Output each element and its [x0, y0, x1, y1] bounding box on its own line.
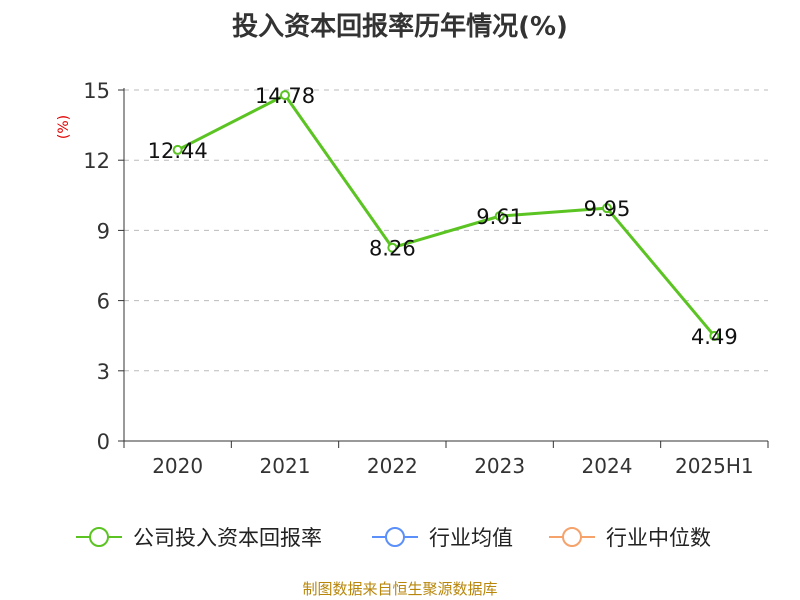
legend-marker: [385, 527, 405, 547]
data-point: [494, 211, 505, 222]
data-point: [280, 90, 290, 101]
legend-label: 行业中位数: [606, 526, 711, 550]
legend-marker: [89, 527, 109, 547]
y-tick-label: 6: [97, 290, 110, 314]
y-axis-label: (%): [56, 115, 72, 139]
data-point: [387, 242, 398, 253]
data-point: [172, 144, 183, 155]
x-tick-label: 2022: [367, 454, 418, 478]
data-label: 4.49: [691, 325, 738, 349]
data-label: 12.44: [148, 139, 208, 163]
y-tick-label: 15: [83, 79, 110, 103]
y-tick-label: 0: [97, 430, 110, 454]
x-tick-label: 2020: [152, 454, 203, 478]
y-tick-label: 12: [83, 149, 110, 173]
y-axis-ticks: 0 3 6 9 12 15: [83, 79, 124, 454]
axes: [123, 88, 768, 442]
legend-label: 公司投入资本回报率: [133, 526, 322, 550]
series-line: [176, 93, 716, 337]
legend: 公司投入资本回报率 行业均值 行业中位数: [76, 526, 711, 550]
data-point: [602, 203, 612, 214]
y-tick-label: 3: [97, 360, 110, 384]
legend-label: 行业均值: [429, 526, 513, 550]
series-layer: 12.44 14.78 8.26 9.61 9.95 4.49: [148, 84, 738, 349]
data-label: 9.61: [476, 205, 523, 229]
data-point: [709, 330, 720, 341]
chart-title: 投入资本回报率历年情况(%): [232, 12, 568, 42]
x-tick-label: 2024: [582, 454, 633, 478]
y-tick-label: 9: [97, 219, 110, 243]
x-axis-ticks: 2020 2021 2022 2023 2024 2025H1: [123, 441, 769, 478]
data-label: 8.26: [369, 237, 416, 261]
data-source-note: 制图数据来自恒生聚源数据库: [302, 580, 498, 598]
legend-marker: [562, 527, 582, 547]
data-label: 9.95: [584, 197, 631, 221]
x-tick-label: 2025H1: [675, 454, 754, 478]
x-tick-label: 2021: [260, 454, 311, 478]
data-label: 14.78: [255, 84, 315, 108]
x-tick-label: 2023: [474, 454, 525, 478]
